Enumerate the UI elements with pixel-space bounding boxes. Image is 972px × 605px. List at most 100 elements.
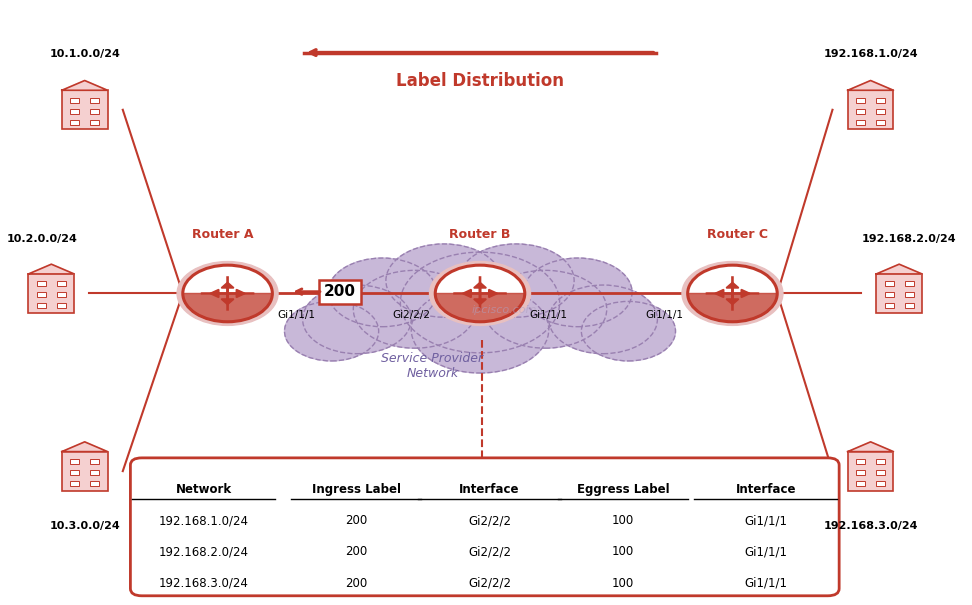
FancyBboxPatch shape [70, 459, 79, 464]
FancyBboxPatch shape [905, 281, 914, 286]
Circle shape [682, 261, 782, 325]
Text: Label Distribution: Label Distribution [396, 73, 564, 91]
Text: Gi2/2/2: Gi2/2/2 [469, 545, 511, 558]
Text: ipcisco.com: ipcisco.com [471, 306, 537, 315]
FancyBboxPatch shape [37, 281, 46, 286]
Text: Router A: Router A [192, 228, 254, 241]
FancyBboxPatch shape [70, 470, 79, 475]
FancyBboxPatch shape [70, 97, 79, 103]
FancyBboxPatch shape [876, 459, 885, 464]
FancyBboxPatch shape [876, 120, 885, 125]
Text: 192.168.3.0/24: 192.168.3.0/24 [158, 577, 249, 590]
Text: 200: 200 [345, 514, 367, 527]
FancyBboxPatch shape [905, 292, 914, 298]
FancyBboxPatch shape [62, 451, 108, 491]
Text: 10.2.0.0/24: 10.2.0.0/24 [7, 234, 77, 244]
Text: 200: 200 [345, 577, 367, 590]
FancyBboxPatch shape [90, 470, 99, 475]
FancyBboxPatch shape [876, 470, 885, 475]
FancyBboxPatch shape [90, 459, 99, 464]
Text: 100: 100 [611, 545, 634, 558]
FancyArrow shape [222, 283, 233, 310]
FancyArrow shape [201, 290, 245, 298]
FancyArrow shape [222, 277, 233, 304]
FancyBboxPatch shape [856, 109, 865, 114]
FancyBboxPatch shape [856, 481, 865, 486]
FancyBboxPatch shape [905, 303, 914, 309]
FancyBboxPatch shape [885, 292, 893, 298]
FancyBboxPatch shape [56, 281, 66, 286]
Text: Interface: Interface [460, 483, 520, 495]
Text: Gi1/1/1: Gi1/1/1 [277, 310, 315, 320]
FancyBboxPatch shape [56, 303, 66, 309]
Text: 192.168.1.0/24: 192.168.1.0/24 [823, 48, 918, 59]
Text: Service Provider
Network: Service Provider Network [381, 352, 483, 380]
Polygon shape [435, 293, 525, 322]
Text: Gi1/1/1: Gi1/1/1 [745, 545, 787, 558]
FancyBboxPatch shape [856, 459, 865, 464]
Circle shape [302, 285, 411, 354]
FancyBboxPatch shape [56, 292, 66, 298]
Circle shape [524, 258, 632, 327]
FancyArrow shape [707, 290, 749, 298]
Text: 192.168.2.0/24: 192.168.2.0/24 [158, 545, 249, 558]
Text: 10.3.0.0/24: 10.3.0.0/24 [50, 520, 121, 531]
FancyBboxPatch shape [37, 292, 46, 298]
Circle shape [581, 301, 676, 361]
Polygon shape [848, 442, 893, 451]
Text: Gi2/2/2: Gi2/2/2 [469, 577, 511, 590]
Text: Gi2/2/2: Gi2/2/2 [469, 514, 511, 527]
FancyBboxPatch shape [876, 109, 885, 114]
FancyArrow shape [473, 277, 486, 304]
Circle shape [285, 301, 379, 361]
Text: Gi1/1/1: Gi1/1/1 [745, 577, 787, 590]
FancyBboxPatch shape [876, 481, 885, 486]
Text: 100: 100 [611, 577, 634, 590]
FancyBboxPatch shape [856, 120, 865, 125]
Text: 100: 100 [611, 514, 634, 527]
Text: Ingress Label: Ingress Label [312, 483, 400, 495]
FancyArrow shape [473, 283, 486, 310]
Text: Gi2/2/2: Gi2/2/2 [393, 310, 431, 320]
Circle shape [177, 261, 278, 325]
FancyArrow shape [726, 283, 739, 310]
Polygon shape [848, 80, 893, 90]
FancyArrow shape [454, 290, 498, 298]
Polygon shape [877, 264, 922, 274]
Text: 200: 200 [345, 545, 367, 558]
Text: Router B: Router B [449, 228, 510, 241]
Polygon shape [183, 293, 272, 322]
FancyBboxPatch shape [885, 281, 893, 286]
FancyBboxPatch shape [90, 481, 99, 486]
Text: Gi1/1/1: Gi1/1/1 [530, 310, 568, 320]
Circle shape [328, 258, 436, 327]
Circle shape [411, 286, 549, 373]
FancyBboxPatch shape [885, 303, 893, 309]
FancyBboxPatch shape [90, 109, 99, 114]
Polygon shape [62, 442, 108, 451]
Polygon shape [687, 293, 778, 322]
Text: Gi1/1/1: Gi1/1/1 [644, 310, 683, 320]
FancyBboxPatch shape [876, 97, 885, 103]
Text: 192.168.1.0/24: 192.168.1.0/24 [158, 514, 249, 527]
Text: Eggress Label: Eggress Label [576, 483, 669, 495]
FancyBboxPatch shape [90, 97, 99, 103]
FancyBboxPatch shape [130, 458, 839, 596]
FancyBboxPatch shape [877, 274, 922, 313]
FancyBboxPatch shape [28, 274, 74, 313]
Circle shape [430, 261, 531, 325]
Circle shape [400, 252, 560, 353]
FancyArrow shape [715, 290, 758, 298]
Circle shape [353, 270, 476, 348]
FancyBboxPatch shape [848, 90, 893, 129]
Polygon shape [28, 264, 74, 274]
Circle shape [484, 270, 607, 348]
FancyBboxPatch shape [62, 90, 108, 129]
FancyBboxPatch shape [70, 109, 79, 114]
FancyBboxPatch shape [856, 97, 865, 103]
Circle shape [687, 265, 778, 322]
Text: Interface: Interface [736, 483, 796, 495]
Circle shape [183, 265, 272, 322]
FancyBboxPatch shape [856, 470, 865, 475]
FancyBboxPatch shape [848, 451, 893, 491]
